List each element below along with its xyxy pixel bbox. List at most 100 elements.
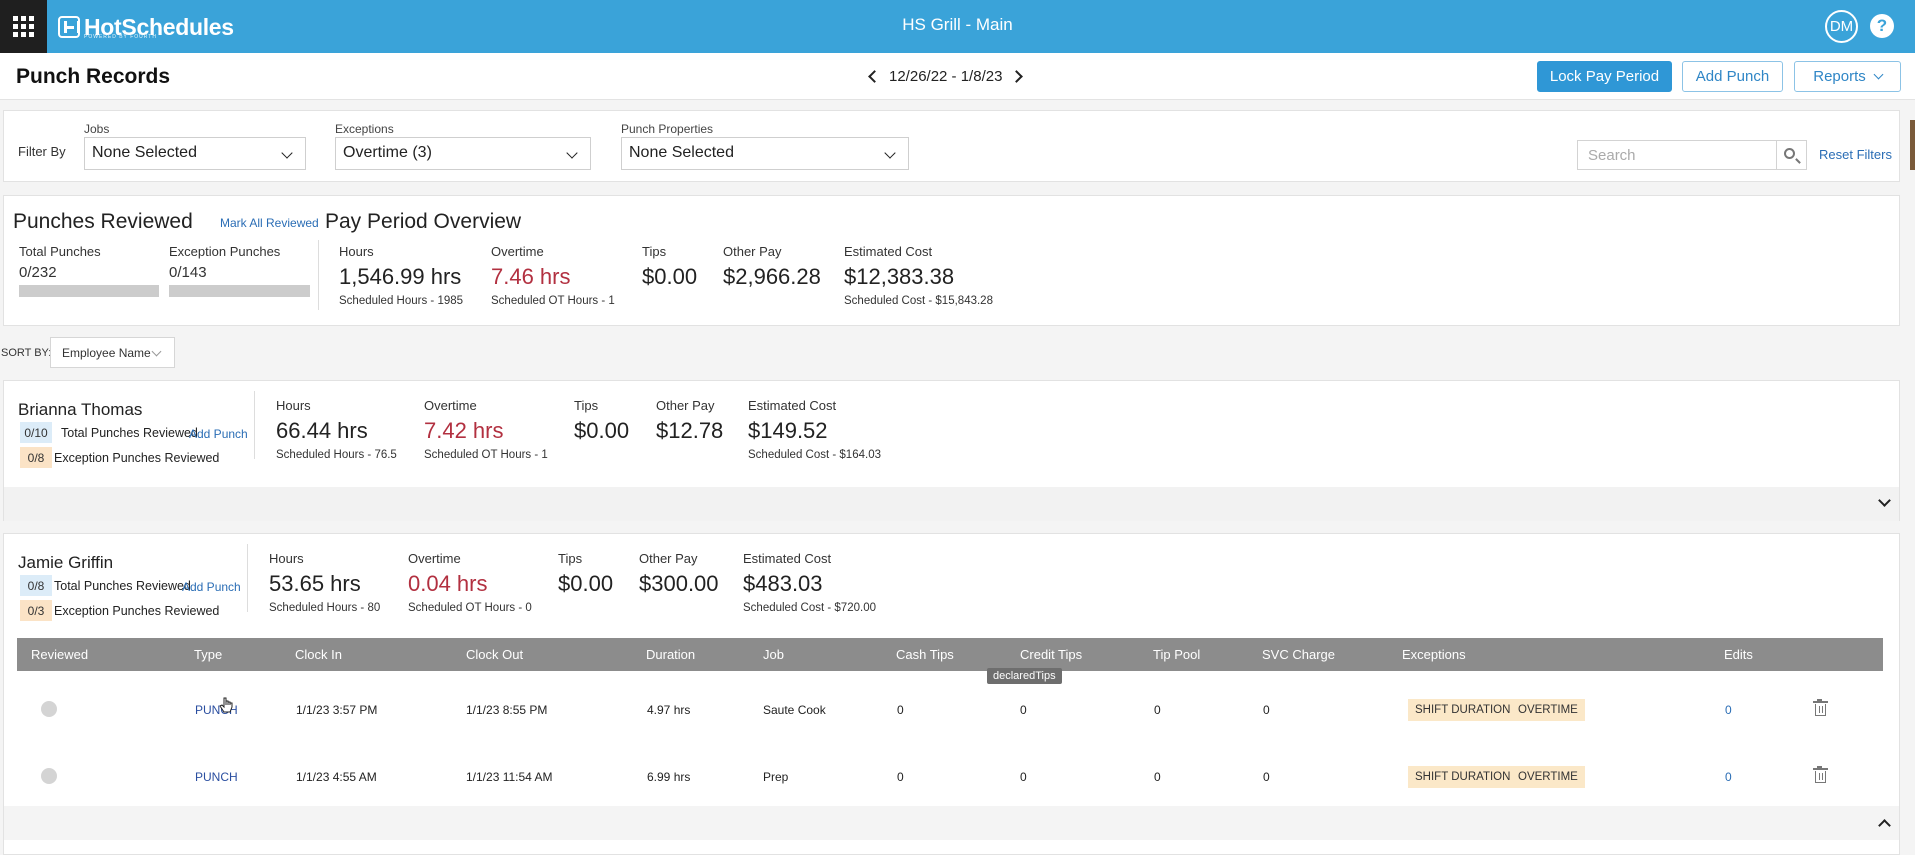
- credit-tips: 0: [1020, 770, 1027, 784]
- pay-period-overview-title: Pay Period Overview: [325, 210, 522, 233]
- trash-icon[interactable]: [1813, 766, 1828, 783]
- filter-by-label: Filter By: [18, 144, 66, 159]
- table-header: Reviewed Type Clock In Clock Out Duratio…: [17, 638, 1883, 671]
- trash-icon[interactable]: [1813, 699, 1828, 716]
- reset-filters-link[interactable]: Reset Filters: [1819, 147, 1892, 162]
- column-header-cash-tips[interactable]: Cash Tips: [896, 647, 954, 662]
- credit-tips: 0: [1020, 703, 1027, 717]
- clock-in: 1/1/23 4:55 AM: [296, 770, 377, 784]
- chevron-right-icon[interactable]: [1010, 70, 1024, 83]
- exceptions-select-value: Overtime (3): [343, 144, 432, 161]
- user-avatar[interactable]: DM: [1825, 10, 1858, 43]
- exception-punches-progress: [169, 285, 310, 297]
- estimated-cost-value: $483.03: [743, 571, 823, 596]
- search-input[interactable]: Search: [1577, 140, 1777, 170]
- column-header-edits[interactable]: Edits: [1724, 647, 1753, 662]
- edits-link[interactable]: 0: [1725, 770, 1732, 784]
- chevron-down-icon: [884, 147, 896, 159]
- filter-panel: Filter By Jobs None Selected Exceptions …: [3, 110, 1900, 182]
- app-launcher-button[interactable]: [0, 0, 47, 53]
- edits-link[interactable]: 0: [1725, 703, 1732, 717]
- other-pay-value: $12.78: [656, 418, 724, 443]
- employee-name: Brianna Thomas: [18, 400, 143, 419]
- overtime-value: 7.46 hrs: [491, 264, 571, 289]
- total-punches-label: Total Punches: [19, 244, 101, 259]
- chevron-up-icon[interactable]: [1878, 819, 1891, 832]
- reviewed-radio[interactable]: [41, 701, 57, 717]
- logo-subtext: POWERED BY FOURTH: [84, 34, 157, 40]
- tips-value: $0.00: [558, 571, 614, 596]
- search-button[interactable]: [1776, 140, 1807, 170]
- overview-panel: Punches Reviewed Mark All Reviewed Total…: [3, 195, 1900, 326]
- reports-dropdown[interactable]: Reports: [1794, 61, 1901, 92]
- column-header-exceptions[interactable]: Exceptions: [1402, 647, 1466, 662]
- punches-reviewed-title: Punches Reviewed: [13, 210, 193, 233]
- exception-badge-overtime: OVERTIME: [1511, 699, 1585, 721]
- add-punch-button[interactable]: Add Punch: [1682, 61, 1783, 92]
- svc-charge: 0: [1263, 703, 1270, 717]
- tip-pool: 0: [1154, 703, 1161, 717]
- estimated-cost-label: Estimated Cost: [743, 551, 832, 566]
- date-range: 12/26/22 - 1/8/23: [889, 68, 1003, 85]
- punch-type-link[interactable]: PUNCH: [195, 770, 238, 784]
- divider: [247, 544, 248, 612]
- sort-by-select[interactable]: Employee Name: [50, 337, 175, 368]
- exception-punches-reviewed-text: Exception Punches Reviewed: [54, 451, 220, 465]
- total-punches-value: 0/232: [19, 264, 57, 281]
- column-header-reviewed[interactable]: Reviewed: [31, 647, 89, 662]
- other-pay-value: $2,966.28: [723, 264, 821, 289]
- add-punch-link[interactable]: Add Punch: [189, 427, 248, 441]
- exception-badge-shift-duration: SHIFT DURATION: [1408, 766, 1518, 788]
- cash-tips: 0: [897, 703, 904, 717]
- clock-out: 1/1/23 11:54 AM: [466, 770, 553, 784]
- tips-label: Tips: [558, 551, 583, 566]
- tips-value: $0.00: [642, 264, 698, 289]
- chevron-left-icon[interactable]: [868, 70, 881, 83]
- divider: [318, 240, 319, 310]
- employee-card: Jamie Griffin 0/8 Total Punches Reviewed…: [3, 533, 1900, 855]
- column-header-duration[interactable]: Duration: [646, 647, 696, 662]
- exception-punches-value: 0/143: [169, 264, 207, 281]
- other-pay-value: $300.00: [639, 571, 719, 596]
- exception-badge-overtime: OVERTIME: [1511, 766, 1585, 788]
- tooltip: declaredTips: [987, 668, 1062, 684]
- column-header-svc-charge[interactable]: SVC Charge: [1262, 647, 1335, 662]
- sort-by-label: SORT BY:: [1, 347, 52, 359]
- jobs-select-value: None Selected: [92, 144, 197, 161]
- employee-name: Jamie Griffin: [18, 553, 114, 572]
- lock-pay-period-button[interactable]: Lock Pay Period: [1537, 61, 1672, 92]
- estimated-cost-label: Estimated Cost: [844, 244, 933, 259]
- total-punches-badge: 0/8: [20, 575, 52, 596]
- column-header-job[interactable]: Job: [763, 647, 784, 662]
- scheduled-ot-hours: Scheduled OT Hours - 0: [408, 602, 532, 614]
- clock-in: 1/1/23 3:57 PM: [296, 703, 378, 717]
- column-header-clock-in[interactable]: Clock In: [295, 647, 342, 662]
- reports-label: Reports: [1813, 68, 1866, 85]
- tips-value: $0.00: [574, 418, 630, 443]
- window-edge: [1910, 120, 1915, 170]
- column-header-tip-pool[interactable]: Tip Pool: [1153, 647, 1201, 662]
- logo-text: HotSchedules: [84, 13, 234, 40]
- chevron-down-icon: [151, 346, 162, 357]
- column-header-type[interactable]: Type: [194, 647, 223, 662]
- jobs-select[interactable]: None Selected: [84, 137, 306, 170]
- logo[interactable]: HotSchedules POWERED BY FOURTH: [58, 12, 234, 42]
- total-punches-reviewed-text: Total Punches Reviewed: [54, 579, 191, 593]
- help-icon[interactable]: ?: [1870, 14, 1894, 38]
- exceptions-select[interactable]: Overtime (3): [335, 137, 591, 170]
- punch-properties-select[interactable]: None Selected: [621, 137, 909, 170]
- chevron-down-icon[interactable]: [1878, 494, 1891, 507]
- exception-punches-badge: 0/8: [20, 447, 52, 468]
- clock-out: 1/1/23 8:55 PM: [466, 703, 548, 717]
- add-punch-link[interactable]: Add Punch: [182, 580, 241, 594]
- overtime-label: Overtime: [408, 551, 461, 566]
- column-header-credit-tips[interactable]: Credit Tips: [1020, 647, 1083, 662]
- expand-row[interactable]: [4, 487, 1899, 521]
- reviewed-radio[interactable]: [41, 768, 57, 784]
- hours-label: Hours: [269, 551, 304, 566]
- column-header-clock-out[interactable]: Clock Out: [466, 647, 524, 662]
- collapse-row[interactable]: [4, 806, 1899, 840]
- scheduled-cost: Scheduled Cost - $164.03: [748, 449, 881, 461]
- mark-all-reviewed-link[interactable]: Mark All Reviewed: [220, 216, 319, 230]
- other-pay-label: Other Pay: [723, 244, 782, 259]
